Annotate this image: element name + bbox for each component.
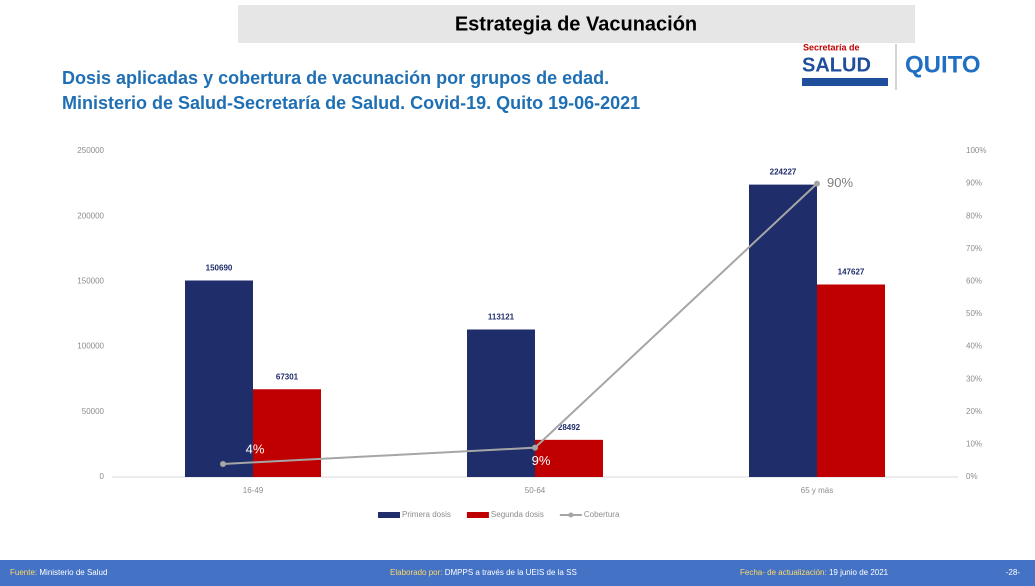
legend-swatch xyxy=(466,512,489,518)
x-tick-label: 50-64 xyxy=(525,486,546,495)
y-tick-label: 0 xyxy=(100,472,105,481)
bar xyxy=(253,389,321,477)
bar-value-label: 224227 xyxy=(770,168,797,177)
legend-label: Segunda dosis xyxy=(491,510,544,519)
legend-label: Cobertura xyxy=(584,510,620,519)
y2-tick-label: 20% xyxy=(966,407,982,416)
logo-city: QUITO xyxy=(905,51,981,78)
y2-tick-label: 100% xyxy=(966,146,986,155)
y-tick-label: 100000 xyxy=(77,342,104,351)
y2-tick-label: 70% xyxy=(966,244,982,253)
y2-tick-label: 10% xyxy=(966,440,982,449)
coverage-point xyxy=(814,180,820,187)
logo-bar xyxy=(802,78,888,86)
x-tick-label: 65 y más xyxy=(801,486,833,495)
bar-value-label: 150690 xyxy=(206,264,233,273)
bar xyxy=(749,184,817,478)
bar-value-label: 113121 xyxy=(488,313,515,322)
bar xyxy=(817,284,885,477)
footer-page: -28- xyxy=(1006,568,1021,577)
coverage-label: 4% xyxy=(246,441,265,456)
logo: Secretaría de SALUD QUITO xyxy=(802,42,981,90)
legend-swatch xyxy=(378,512,400,518)
bar xyxy=(185,280,253,477)
y2-tick-label: 90% xyxy=(966,179,982,188)
bar-value-label: 67301 xyxy=(276,372,299,381)
footer-date: Fecha- de actualización: 19 junio de 202… xyxy=(740,568,889,577)
y2-tick-label: 0% xyxy=(966,472,978,481)
logo-main: SALUD xyxy=(802,54,871,76)
footer-made: Elaborado por: DMPPS a través de la UEIS… xyxy=(390,568,577,577)
legend-label: Primera dosis xyxy=(402,510,451,519)
banner-title: Estrategia de Vacunación xyxy=(455,13,697,35)
y-tick-label: 250000 xyxy=(77,146,104,155)
banner xyxy=(238,5,915,43)
y-tick-label: 150000 xyxy=(77,277,104,286)
coverage-label: 9% xyxy=(532,453,551,468)
coverage-label: 90% xyxy=(827,175,853,190)
x-tick-label: 16-49 xyxy=(243,486,264,495)
footer-source: Fuente: Ministerio de Salud xyxy=(10,568,107,577)
y2-tick-label: 50% xyxy=(966,309,982,318)
y-tick-label: 50000 xyxy=(82,407,105,416)
y2-tick-label: 60% xyxy=(966,277,982,286)
coverage-point xyxy=(532,444,538,451)
bar-value-label: 147627 xyxy=(838,268,865,277)
bar xyxy=(535,439,603,477)
y2-tick-label: 40% xyxy=(966,342,982,351)
chart-title: Dosis aplicadas y cobertura de vacunació… xyxy=(62,68,609,88)
coverage-point xyxy=(220,460,226,467)
logo-small: Secretaría de xyxy=(803,42,860,52)
footer-bar xyxy=(0,560,1035,586)
y2-tick-label: 30% xyxy=(966,374,982,383)
chart-subtitle: Ministerio de Salud-Secretaría de Salud.… xyxy=(62,93,640,113)
bar xyxy=(467,329,535,477)
legend-marker xyxy=(568,512,574,518)
bar-value-label: 28492 xyxy=(558,423,581,432)
y2-tick-label: 80% xyxy=(966,211,982,220)
y-tick-label: 200000 xyxy=(77,211,104,220)
